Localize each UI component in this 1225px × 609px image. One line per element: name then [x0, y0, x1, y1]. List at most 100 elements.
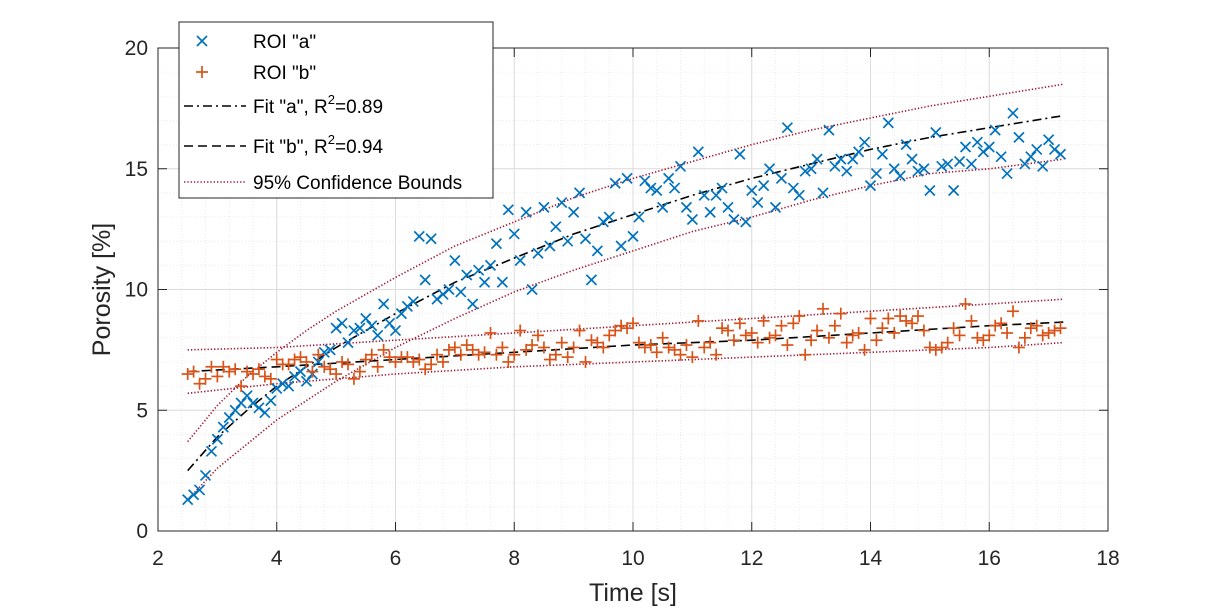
- legend-marker: [196, 66, 208, 78]
- roi-a-point: [793, 189, 805, 201]
- marker-stroke: [841, 165, 853, 177]
- x-tick-label: 10: [621, 547, 644, 570]
- roi-b-point: [205, 360, 218, 373]
- roi-a-point: [663, 172, 675, 185]
- roi-b-point: [650, 346, 663, 359]
- roi-b-point: [757, 314, 770, 327]
- roi-b-point: [888, 326, 901, 339]
- x-tick-label: 18: [1096, 547, 1119, 570]
- roi-b-point: [579, 355, 592, 368]
- roi-a-point: [728, 213, 740, 226]
- marker-stroke: [805, 163, 817, 175]
- marker-stroke: [490, 238, 503, 250]
- marker-stroke: [443, 283, 455, 296]
- y-tick-label: 15: [125, 158, 148, 181]
- roi-a-point: [805, 163, 817, 175]
- roi-a-point: [633, 211, 645, 223]
- roi-a-point: [1013, 131, 1025, 143]
- marker-stroke: [526, 283, 538, 296]
- marker-stroke: [971, 136, 983, 148]
- roi-b-point: [1018, 331, 1031, 344]
- marker-stroke: [888, 163, 900, 175]
- roi-b-point: [692, 314, 705, 327]
- marker-stroke: [229, 404, 241, 416]
- roi-b-point: [567, 341, 580, 354]
- marker-stroke: [906, 153, 918, 165]
- marker-stroke: [799, 165, 811, 177]
- x-tick-label: 16: [978, 547, 1001, 570]
- roi-b-point: [537, 341, 550, 354]
- roi-b-point: [187, 365, 200, 378]
- roi-b-point: [716, 322, 729, 335]
- x-tick-label: 2: [152, 547, 164, 570]
- marker-stroke: [294, 366, 307, 378]
- marker-stroke: [858, 136, 871, 148]
- marker-stroke: [847, 153, 859, 165]
- marker-stroke: [752, 196, 764, 209]
- marker-stroke: [787, 182, 799, 194]
- roi-a-point: [680, 201, 693, 213]
- roi-a-point: [395, 308, 408, 320]
- marker-stroke: [277, 378, 289, 390]
- roi-b-point: [532, 329, 544, 342]
- marker-stroke: [645, 182, 657, 194]
- marker-stroke: [550, 221, 562, 233]
- marker-stroke: [864, 180, 877, 192]
- roi-b-point: [912, 310, 924, 323]
- roi-b-point: [674, 348, 687, 361]
- marker-stroke: [627, 230, 639, 242]
- marker-stroke: [882, 117, 894, 129]
- roi-b-point: [822, 331, 835, 344]
- legend-item-bounds: 95% Confidence Bounds: [184, 173, 462, 194]
- marker-stroke: [1007, 107, 1019, 119]
- marker-stroke: [196, 35, 208, 47]
- roi-b-point: [490, 348, 503, 361]
- roi-b-point: [549, 348, 562, 361]
- roi-a-point: [722, 201, 734, 213]
- roi-b-point: [1012, 341, 1025, 354]
- marker-stroke: [568, 206, 580, 218]
- roi-a-point: [603, 211, 615, 223]
- roi-a-point: [740, 216, 752, 228]
- marker-stroke: [502, 204, 514, 216]
- roi-b-point: [561, 351, 574, 364]
- marker-stroke: [603, 211, 615, 223]
- marker-stroke: [235, 397, 247, 409]
- roi-b-point: [834, 307, 847, 320]
- roi-b-point: [1042, 326, 1055, 339]
- roi-a-point: [556, 196, 568, 209]
- marker-stroke: [823, 124, 835, 136]
- roi-a-point: [318, 346, 330, 358]
- roi-a-point: [924, 184, 936, 197]
- roi-a-point: [478, 276, 491, 288]
- roi-b-point: [336, 355, 349, 368]
- roi-b-point: [252, 363, 265, 376]
- roi-a-point: [829, 160, 841, 172]
- marker-stroke: [918, 163, 930, 175]
- marker-stroke: [668, 182, 681, 194]
- roi-b-point: [615, 319, 628, 332]
- marker-stroke: [283, 380, 295, 392]
- legend-label: Fit "a", R2=0.89: [253, 92, 383, 118]
- roi-a-point: [573, 187, 586, 199]
- roi-b-point: [371, 360, 384, 373]
- roi-a-point: [912, 165, 924, 177]
- roi-b-point: [739, 329, 752, 342]
- marker-stroke: [722, 201, 734, 213]
- roi-b-point: [342, 358, 354, 371]
- marker-stroke: [811, 153, 823, 165]
- roi-a-point: [514, 254, 526, 267]
- marker-stroke: [508, 228, 520, 240]
- roi-a-point: [627, 230, 639, 242]
- roi-a-point: [538, 201, 550, 213]
- roi-b-point: [229, 363, 242, 376]
- roi-b-point: [864, 312, 877, 325]
- roi-a-point: [544, 240, 556, 252]
- marker-stroke: [983, 141, 995, 153]
- roi-a-point: [704, 206, 716, 218]
- marker-stroke: [965, 158, 978, 170]
- marker-stroke: [1025, 151, 1037, 163]
- roi-a-point: [698, 189, 710, 201]
- marker-stroke: [467, 298, 479, 310]
- roi-a-point: [734, 148, 746, 160]
